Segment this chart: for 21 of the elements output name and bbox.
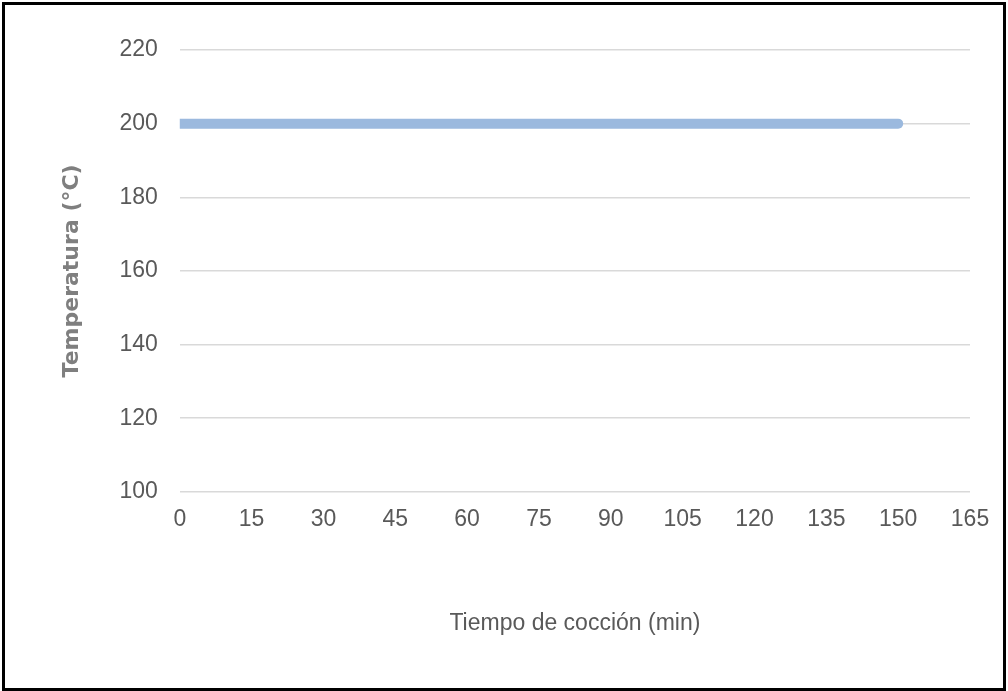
x-tick-label: 60 (454, 504, 480, 531)
y-tick-label: 200 (119, 108, 158, 135)
x-tick-label: 0 (173, 504, 187, 531)
x-tick-label: 105 (663, 504, 702, 531)
y-tick-label: 100 (119, 477, 158, 504)
x-tick-label: 15 (238, 504, 265, 531)
x-axis-title: Tiempo de cocción (min) (449, 608, 701, 635)
x-tick-label: 150 (878, 504, 918, 531)
x-tick-label: 90 (598, 504, 624, 531)
x-tick-label: 120 (735, 504, 774, 531)
x-tick-label: 135 (807, 504, 846, 531)
x-tick-label: 165 (950, 504, 990, 531)
y-tick-label: 140 (119, 329, 158, 356)
y-axis-title: Temperatura (°C) (57, 164, 83, 378)
y-tick-label: 120 (119, 403, 158, 430)
x-tick-label: 30 (310, 504, 337, 531)
y-tick-label: 220 (119, 35, 158, 62)
x-tick-label: 45 (382, 504, 409, 531)
y-tick-label: 160 (119, 256, 158, 283)
y-tick-label: 180 (119, 182, 158, 209)
x-tick-label: 75 (526, 504, 552, 531)
